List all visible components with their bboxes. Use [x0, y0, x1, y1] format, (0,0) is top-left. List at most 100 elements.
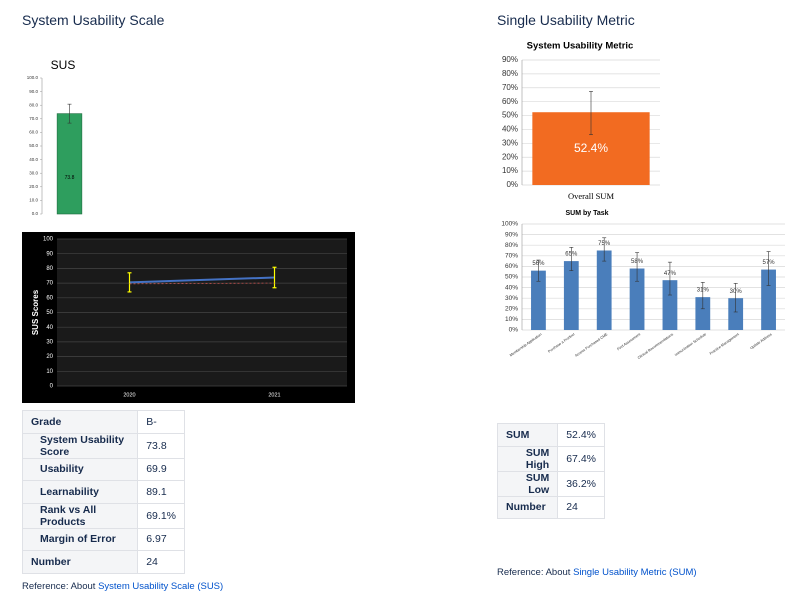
y-tick-label: 20 [46, 354, 53, 360]
table-value: 36.2% [557, 470, 605, 497]
table-label: SUM [496, 423, 559, 447]
value-label: 47% [664, 271, 677, 277]
chart-title: SUM by Task [565, 210, 608, 217]
x-tick-label: Membership Application [509, 332, 543, 357]
x-tick-label: Overall SUM [568, 191, 614, 201]
reference-link[interactable]: System Usability Scale (SUS) [98, 581, 224, 592]
y-tick-label: 80% [505, 242, 518, 249]
y-tick-label: 90% [502, 55, 518, 64]
table-value: 52.4% [557, 423, 605, 447]
value-label: 30% [730, 289, 743, 295]
y-tick-label: 70% [502, 83, 518, 92]
bar [761, 269, 776, 330]
y-tick-label: 80.0 [29, 102, 38, 107]
y-tick-label: 90 [46, 251, 53, 257]
y-tick-label: 60% [505, 263, 518, 270]
y-tick-label: 100 [43, 237, 54, 243]
y-tick-label: 60% [502, 97, 518, 106]
y-tick-label: 20% [505, 306, 518, 313]
reference: Reference: About System Usability Scale … [22, 581, 223, 592]
y-tick-label: 60 [46, 295, 53, 301]
bar [728, 298, 744, 330]
x-tick-label: 2021 [268, 392, 280, 398]
table-label: Usability [21, 457, 139, 481]
y-tick-label: 50% [502, 111, 518, 120]
sum-table: SUM 52.4% SUM High 67.4% SUM Low 36.2% Number 2… [496, 423, 605, 519]
y-tick-label: 90% [505, 231, 518, 238]
y-tick-label: 40% [502, 125, 518, 134]
reference-link[interactable]: Single Usability Metric (SUM) [573, 567, 697, 578]
y-tick-label: 20.0 [29, 184, 38, 189]
y-tick-label: 100% [501, 221, 518, 228]
y-tick-label: 70 [46, 281, 53, 287]
x-tick-label: Purchase a Product [547, 332, 575, 353]
table-value: 69.1% [137, 502, 185, 529]
value-label: 58% [631, 259, 644, 265]
table-value: 24 [137, 550, 185, 574]
table-label: SUM Low [496, 470, 559, 497]
table-value: 24 [557, 495, 605, 519]
value-label: 57% [763, 260, 776, 266]
chart-title: SUS [51, 58, 76, 72]
y-tick-label: 30% [502, 138, 518, 147]
y-tick-label: 10.0 [29, 198, 38, 203]
reference: Reference: About Single Usability Metric… [497, 567, 697, 578]
y-axis-label: SUS Scores [31, 289, 40, 335]
y-tick-label: 40 [46, 325, 53, 331]
y-tick-label: 50.0 [29, 143, 38, 148]
value-label: 65% [565, 252, 578, 258]
table-label: Number [21, 550, 139, 574]
y-tick-label: 70.0 [29, 116, 38, 121]
series-line [129, 282, 275, 285]
x-tick-label: Clinical Recommendations [637, 332, 674, 360]
table-value: 73.8 [137, 432, 185, 459]
value-label: 73.8 [65, 175, 75, 181]
table-row: SUM High 67.4% [496, 445, 605, 472]
value-label: 75% [598, 241, 611, 247]
y-tick-label: 10% [505, 316, 518, 323]
y-tick-label: 50% [505, 274, 518, 281]
y-tick-label: 20% [502, 152, 518, 161]
table-row: Learnability 89.1 [21, 480, 185, 504]
y-tick-label: 50 [46, 310, 53, 316]
y-tick-label: 30% [505, 295, 518, 302]
table-row: Grade B- [21, 410, 185, 434]
table-value: 69.9 [137, 457, 185, 481]
y-tick-label: 0 [50, 384, 54, 390]
table-label: Grade [21, 410, 139, 434]
x-tick-label: Find Assessment [616, 332, 641, 351]
bar [596, 250, 612, 330]
table-label: System Usability Score [21, 432, 139, 459]
y-tick-label: 0.0 [32, 211, 39, 216]
bar [56, 113, 83, 215]
value-label: 56% [532, 261, 545, 267]
y-tick-label: 10% [502, 166, 518, 175]
table-row: System Usability Score 73.8 [21, 432, 185, 459]
table-row: SUM Low 36.2% [496, 470, 605, 497]
y-tick-label: 30 [46, 339, 53, 345]
y-tick-label: 80% [502, 69, 518, 78]
bar [563, 261, 579, 330]
x-tick-label: 2020 [123, 392, 135, 398]
y-tick-label: 90.0 [29, 89, 38, 94]
bar [662, 280, 678, 330]
table-value: B- [137, 410, 185, 434]
y-tick-label: 40% [505, 284, 518, 291]
table-label: SUM High [496, 445, 559, 472]
x-tick-label: Update Address [749, 332, 772, 350]
reference-text: Reference: About [22, 581, 96, 592]
table-value: 67.4% [557, 445, 605, 472]
x-tick-label: Immunization Schedule [674, 332, 707, 357]
bar [629, 268, 645, 330]
table-label: Margin of Error [21, 527, 139, 551]
series-line [129, 276, 275, 284]
value-label: 52.4% [574, 141, 608, 155]
value-label: 31% [697, 288, 710, 294]
chart-title: System Usability Metric [527, 41, 634, 52]
x-tick-label: Practice Management [709, 332, 740, 355]
y-tick-label: 80 [46, 266, 53, 272]
table-row: Margin of Error 6.97 [21, 527, 185, 551]
section-heading: Single Usability Metric [497, 12, 635, 28]
y-tick-label: 40.0 [29, 157, 38, 162]
